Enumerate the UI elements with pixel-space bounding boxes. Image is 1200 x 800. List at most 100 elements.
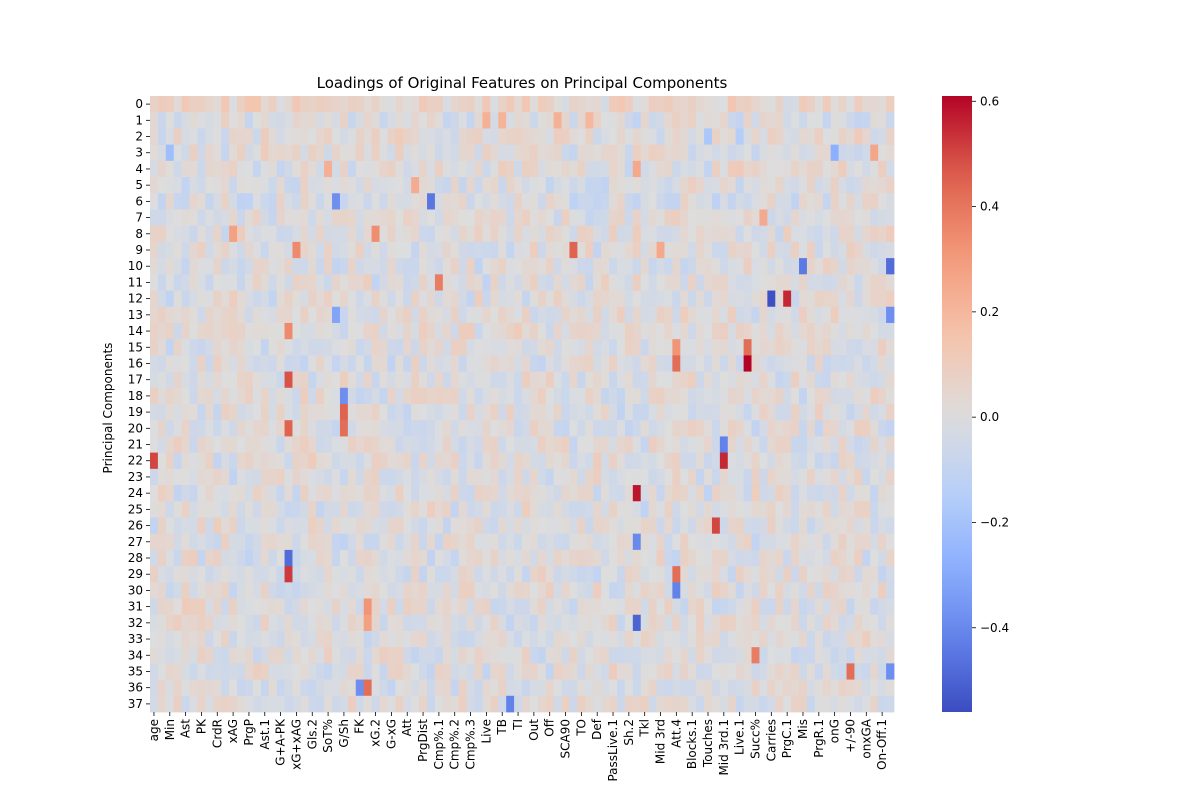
heatmap-cell bbox=[854, 322, 863, 340]
heatmap-cell bbox=[759, 209, 768, 227]
heatmap-cell bbox=[308, 339, 317, 356]
heatmap-cell bbox=[173, 630, 183, 648]
heatmap-cell bbox=[205, 533, 214, 551]
heatmap-cell bbox=[767, 647, 776, 664]
heatmap-cell bbox=[506, 96, 515, 113]
heatmap-cell bbox=[229, 209, 238, 227]
heatmap-cell bbox=[268, 112, 278, 129]
heatmap-cell bbox=[157, 485, 167, 502]
heatmap-cell bbox=[347, 468, 357, 486]
heatmap-cell bbox=[173, 128, 183, 146]
heatmap-cell bbox=[537, 436, 547, 454]
heatmap-cell bbox=[363, 533, 373, 551]
heatmap-cell bbox=[355, 452, 365, 470]
heatmap-cell bbox=[419, 598, 428, 616]
heatmap-cell bbox=[751, 501, 760, 518]
heatmap-cell bbox=[624, 387, 634, 405]
heatmap-cell bbox=[537, 452, 547, 470]
heatmap-cell bbox=[244, 387, 254, 405]
heatmap-cell bbox=[371, 241, 380, 259]
heatmap-cell bbox=[656, 533, 665, 551]
heatmap-cell bbox=[743, 420, 752, 437]
heatmap-cell bbox=[783, 695, 792, 713]
heatmap-cell bbox=[260, 679, 270, 697]
heatmap-cell bbox=[434, 404, 444, 421]
heatmap-cell bbox=[292, 420, 301, 437]
heatmap-cell bbox=[490, 128, 499, 146]
heatmap-cell bbox=[704, 436, 713, 454]
heatmap-cell bbox=[165, 128, 175, 146]
heatmap-cell bbox=[213, 452, 222, 470]
heatmap-cell bbox=[624, 517, 634, 535]
heatmap-cell bbox=[482, 96, 491, 113]
heatmap-cell bbox=[173, 225, 183, 243]
heatmap-cell bbox=[672, 501, 681, 518]
heatmap-cell bbox=[490, 517, 499, 535]
heatmap-cell bbox=[197, 322, 206, 340]
heatmap-cell bbox=[822, 614, 832, 632]
heatmap-cell bbox=[458, 225, 467, 243]
heatmap-cell bbox=[339, 404, 349, 421]
x-tick-label: Sh.2 bbox=[622, 719, 636, 746]
heatmap-cell bbox=[553, 339, 562, 356]
heatmap-cell bbox=[213, 193, 222, 210]
heatmap-cell bbox=[624, 290, 634, 308]
heatmap-cell bbox=[284, 306, 293, 324]
heatmap-cell bbox=[593, 614, 602, 632]
heatmap-cell bbox=[229, 468, 238, 486]
heatmap-cell bbox=[751, 517, 760, 535]
heatmap-cell bbox=[561, 241, 570, 259]
heatmap-cell bbox=[553, 209, 562, 227]
heatmap-cell bbox=[601, 128, 610, 146]
heatmap-cell bbox=[735, 468, 745, 486]
heatmap-cell bbox=[640, 209, 650, 227]
heatmap-cell bbox=[300, 209, 309, 227]
heatmap-cell bbox=[221, 241, 230, 259]
heatmap-cell bbox=[252, 679, 262, 697]
heatmap-cell bbox=[664, 663, 673, 680]
heatmap-cell bbox=[799, 663, 808, 680]
heatmap-cell bbox=[395, 630, 404, 648]
heatmap-cell bbox=[759, 614, 768, 632]
heatmap-cell bbox=[648, 258, 657, 275]
heatmap-cell bbox=[783, 549, 792, 567]
heatmap-cell bbox=[498, 420, 507, 437]
heatmap-cell bbox=[205, 468, 214, 486]
heatmap-cell bbox=[711, 663, 721, 680]
heatmap-cell bbox=[688, 549, 697, 567]
heatmap-cell bbox=[458, 679, 467, 697]
heatmap-cell bbox=[316, 549, 325, 567]
heatmap-cell bbox=[157, 112, 167, 129]
heatmap-cell bbox=[569, 128, 578, 146]
heatmap-cell bbox=[213, 144, 222, 162]
heatmap-cell bbox=[221, 339, 230, 356]
heatmap-cell bbox=[593, 128, 602, 146]
heatmap-cell bbox=[514, 193, 523, 210]
heatmap-cell bbox=[379, 404, 388, 421]
heatmap-cell bbox=[799, 225, 808, 243]
heatmap-cell bbox=[150, 679, 159, 697]
heatmap-cell bbox=[411, 112, 420, 129]
y-tick-label: 21 bbox=[128, 438, 143, 452]
heatmap-cell bbox=[252, 695, 262, 713]
heatmap-cell bbox=[537, 533, 547, 551]
heatmap-cell bbox=[585, 647, 594, 664]
heatmap-cell bbox=[656, 128, 665, 146]
heatmap-cell bbox=[197, 193, 206, 210]
heatmap-cell bbox=[696, 128, 705, 146]
heatmap-cell bbox=[545, 614, 555, 632]
heatmap-cell bbox=[830, 501, 839, 518]
heatmap-cell bbox=[150, 274, 159, 291]
heatmap-cell bbox=[150, 517, 159, 535]
heatmap-cell bbox=[237, 96, 246, 113]
heatmap-cell bbox=[157, 533, 167, 551]
heatmap-cell bbox=[553, 695, 562, 713]
heatmap-cell bbox=[260, 387, 270, 405]
heatmap-cell bbox=[616, 630, 626, 648]
heatmap-cell bbox=[553, 630, 562, 648]
heatmap-cell bbox=[260, 193, 270, 210]
heatmap-cell bbox=[419, 533, 428, 551]
heatmap-cell bbox=[506, 387, 515, 405]
heatmap-cell bbox=[585, 177, 594, 194]
heatmap-cell bbox=[213, 128, 222, 146]
